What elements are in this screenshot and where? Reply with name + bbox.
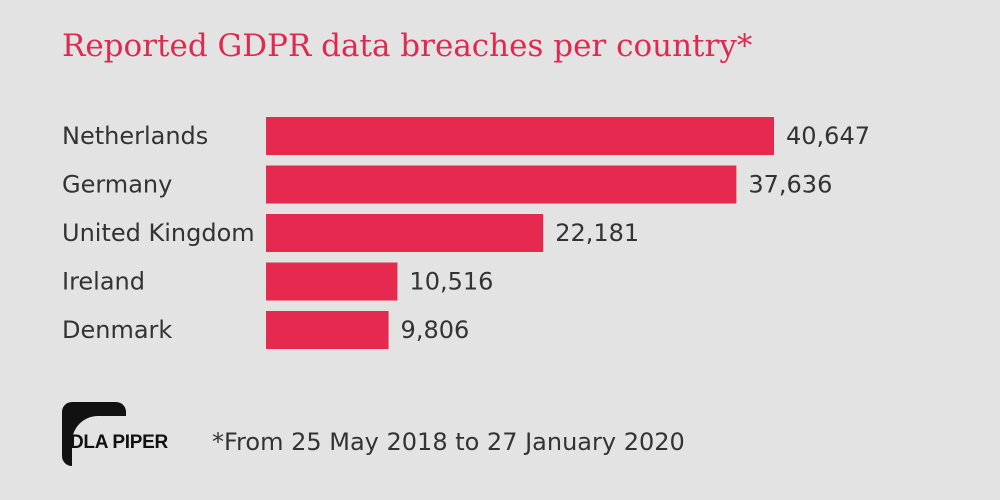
bar bbox=[266, 165, 737, 204]
logo-mark-cutout bbox=[72, 416, 126, 466]
value-label: 37,636 bbox=[748, 171, 832, 199]
value-label: 10,516 bbox=[409, 268, 493, 296]
bar bbox=[266, 262, 398, 301]
bar bbox=[266, 214, 544, 252]
category-label: Denmark bbox=[62, 316, 172, 344]
category-label: Ireland bbox=[62, 268, 145, 296]
category-label: Germany bbox=[62, 171, 172, 199]
logo-text: DLA PIPER bbox=[70, 432, 168, 453]
bar bbox=[266, 311, 389, 349]
category-label: United Kingdom bbox=[62, 219, 255, 247]
value-label: 40,647 bbox=[786, 122, 870, 150]
value-label: 22,181 bbox=[555, 219, 639, 247]
footnote: *From 25 May 2018 to 27 January 2020 bbox=[212, 428, 685, 456]
category-label: Netherlands bbox=[62, 122, 208, 150]
chart-title: Reported GDPR data breaches per country* bbox=[62, 28, 753, 64]
bar-chart: Netherlands 40,647 Germany 37,636 United Kin… bbox=[62, 117, 870, 349]
bar bbox=[266, 117, 774, 155]
value-label: 9,806 bbox=[401, 316, 470, 344]
dla-piper-logo: DLA PIPER bbox=[62, 402, 172, 466]
